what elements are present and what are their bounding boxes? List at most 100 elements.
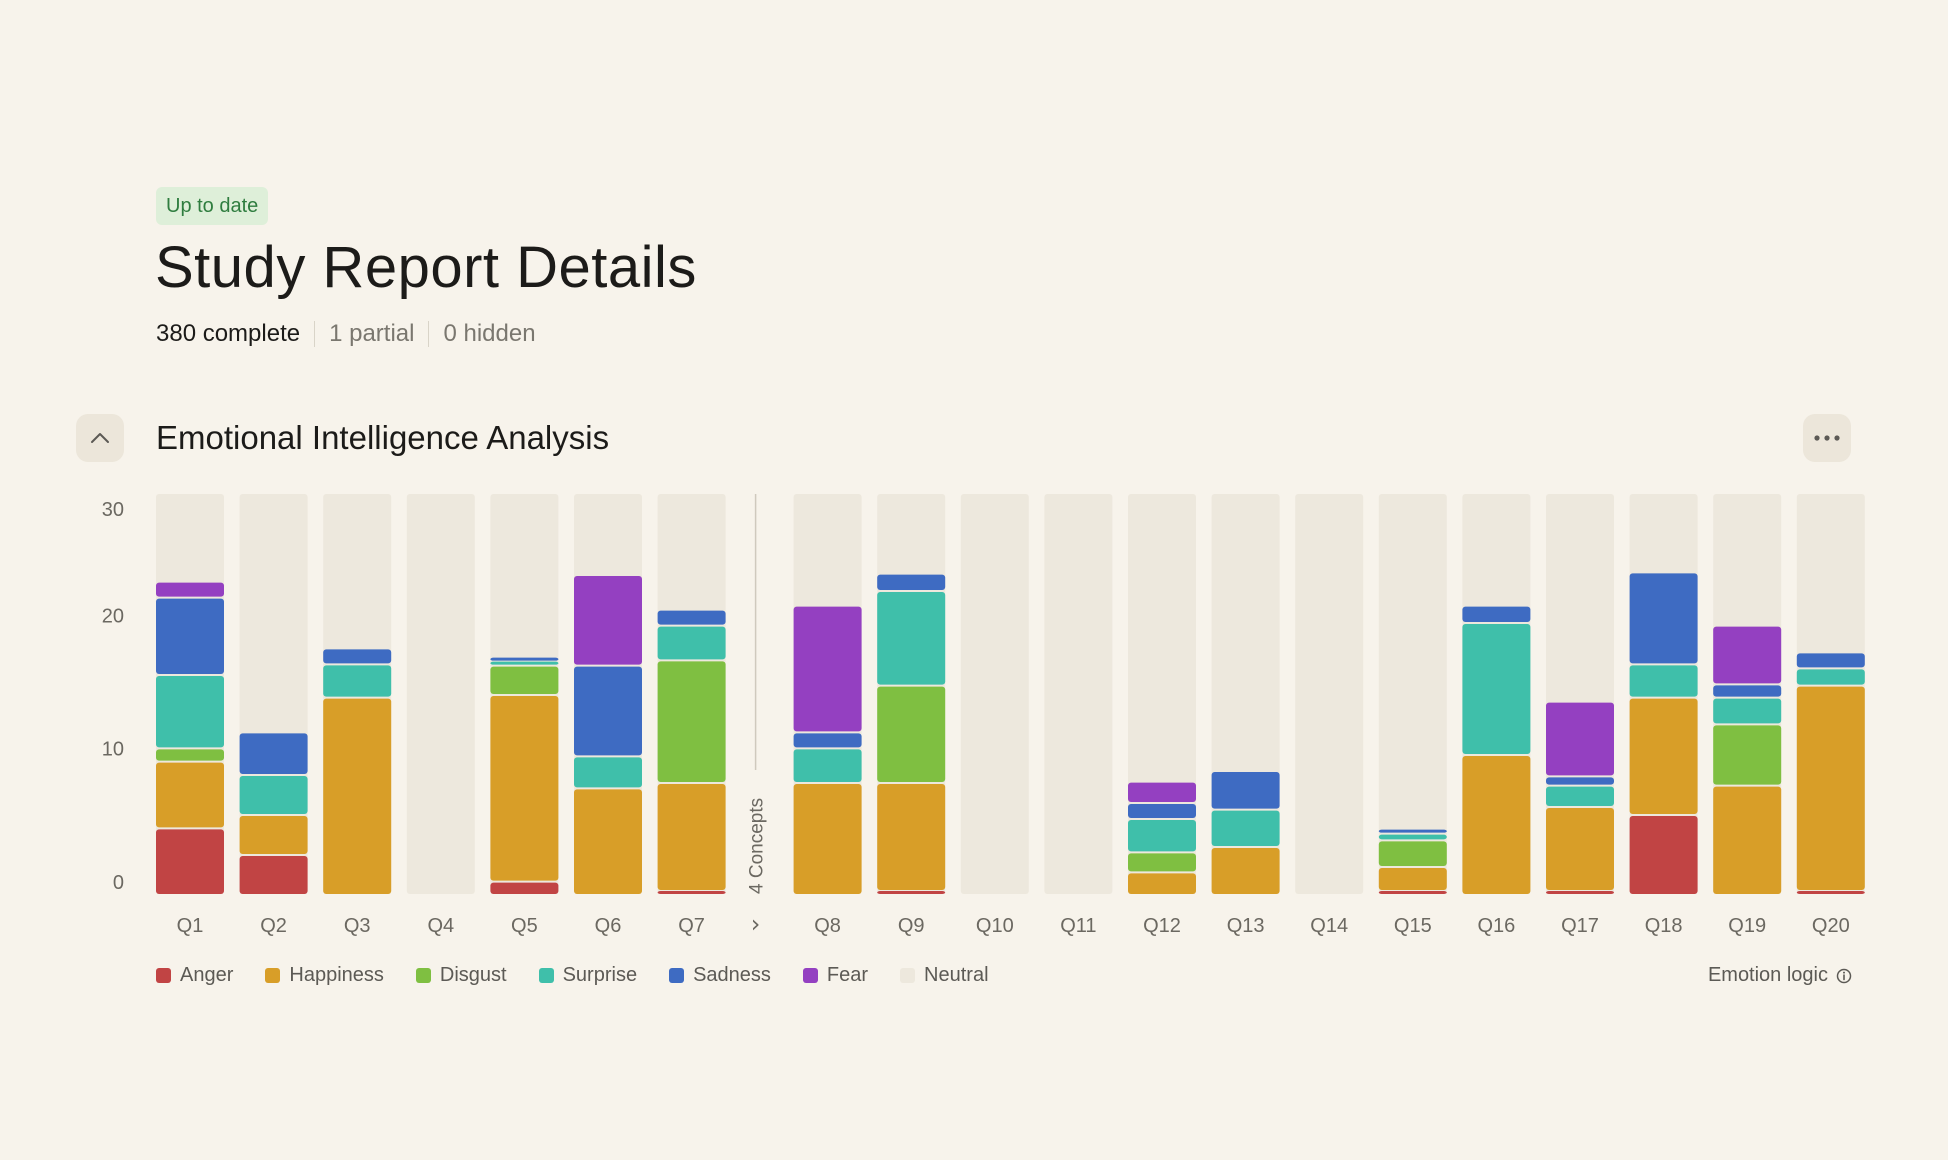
bar-segment-anger-q15 — [1378, 891, 1447, 894]
stats-divider — [428, 321, 430, 347]
bar-segment-surprise-q20 — [1796, 669, 1865, 685]
bar-segment-disgust-q1 — [156, 749, 224, 761]
bar-segment-anger-q2 — [239, 856, 308, 894]
bar-segment-anger-q17 — [1546, 891, 1614, 894]
bar-segment-surprise-q5 — [490, 661, 559, 665]
legend-label: Anger — [180, 964, 234, 986]
x-tick-label: Q10 — [976, 915, 1014, 937]
legend-item-sadness: Sadness — [669, 964, 771, 987]
legend-item-happiness: Happiness — [265, 964, 384, 987]
emotion-logic-link[interactable]: Emotion logic — [1708, 964, 1852, 987]
x-tick-label: Q7 — [678, 915, 705, 937]
partial-count: 1 partial — [329, 320, 415, 347]
legend-swatch — [538, 968, 554, 983]
x-tick-label: Q6 — [595, 915, 622, 937]
bar-segment-disgust-q12 — [1128, 853, 1196, 872]
info-icon — [1836, 968, 1852, 983]
legend-label: Disgust — [439, 964, 507, 986]
bar-segment-fear-q12 — [1128, 782, 1196, 802]
legend-label: Happiness — [289, 964, 384, 986]
concepts-divider-label: 4 Concepts — [747, 798, 768, 894]
x-tick-label: Q19 — [1728, 915, 1766, 937]
chart-legend: Anger Happiness Disgust Surprise Sadness Fear… — [156, 964, 1021, 987]
bar-segment-surprise-q17 — [1546, 786, 1614, 806]
bar-segment-anger-q1 — [156, 829, 224, 894]
bar-segment-sadness-q9 — [877, 574, 946, 590]
bar-segment-happiness-q19 — [1713, 786, 1782, 894]
x-tick-label: Q14 — [1310, 915, 1348, 937]
complete-count: 380 complete — [156, 320, 301, 347]
bar-segment-happiness-q1 — [156, 762, 224, 828]
bar-segment-sadness-q13 — [1211, 772, 1280, 809]
legend-swatch — [900, 968, 916, 983]
bar-segment-happiness-q17 — [1546, 808, 1614, 890]
bar-segment-sadness-q3 — [323, 649, 392, 664]
legend-item-fear: Fear — [802, 964, 869, 987]
x-tick-label: Q15 — [1394, 915, 1432, 937]
x-tick-label: Q20 — [1812, 915, 1850, 937]
more-options-button[interactable] — [1803, 414, 1851, 462]
x-tick-label: Q3 — [344, 915, 371, 937]
bar-segment-disgust-q9 — [877, 686, 946, 782]
legend-label: Sadness — [693, 964, 771, 986]
x-tick-label: Q2 — [260, 915, 287, 937]
bar-segment-disgust-q7 — [657, 661, 726, 782]
status-badge: Up to date — [156, 187, 269, 225]
bar-segment-disgust-q19 — [1713, 725, 1782, 785]
concepts-chevron-icon: › — [751, 910, 761, 938]
bar-segment-sadness-q5 — [490, 657, 559, 661]
bar-segment-fear-q17 — [1546, 702, 1614, 776]
emotion-logic-label: Emotion logic — [1707, 964, 1828, 986]
bar-segment-sadness-q15 — [1378, 829, 1447, 833]
bar-segment-happiness-q20 — [1796, 686, 1865, 890]
y-tick-label: 0 — [113, 872, 124, 894]
legend-swatch — [669, 968, 685, 983]
bar-segment-anger-q5 — [490, 882, 559, 894]
bar-neutral-q10 — [960, 494, 1029, 894]
bar-segment-happiness-q3 — [323, 698, 392, 894]
bar-segment-surprise-q15 — [1378, 834, 1447, 840]
bar-segment-sadness-q8 — [793, 733, 862, 748]
stats-divider — [314, 321, 316, 347]
bar-segment-happiness-q9 — [877, 784, 946, 890]
legend-label: Fear — [826, 964, 869, 986]
collapse-section-button[interactable] — [76, 414, 124, 462]
bar-segment-sadness-q16 — [1462, 606, 1531, 622]
legend-item-disgust: Disgust — [415, 964, 507, 987]
bar-neutral-q14 — [1295, 494, 1364, 894]
bar-segment-sadness-q17 — [1546, 777, 1614, 785]
bar-segment-disgust-q5 — [490, 666, 559, 694]
bar-segment-surprise-q7 — [657, 626, 726, 660]
bar-segment-anger-q20 — [1796, 891, 1865, 894]
bar-segment-happiness-q12 — [1128, 873, 1196, 894]
x-tick-label: Q13 — [1227, 915, 1265, 937]
x-tick-label: Q8 — [814, 915, 841, 937]
bar-segment-happiness-q2 — [239, 816, 308, 854]
bar-segment-fear-q6 — [574, 576, 642, 665]
bar-segment-anger-q9 — [877, 891, 946, 894]
bar-segment-surprise-q18 — [1629, 665, 1698, 697]
bar-segment-happiness-q7 — [657, 784, 726, 890]
legend-item-neutral: Neutral — [900, 964, 989, 987]
bar-segment-sadness-q7 — [657, 610, 726, 625]
y-tick-label: 20 — [102, 605, 124, 627]
bar-segment-sadness-q1 — [156, 598, 224, 674]
x-tick-label: Q17 — [1561, 915, 1599, 937]
y-tick-label: 10 — [102, 739, 124, 761]
legend-item-anger: Anger — [156, 964, 233, 987]
x-tick-label: Q5 — [511, 915, 538, 937]
x-tick-label: Q12 — [1143, 915, 1181, 937]
bar-segment-fear-q19 — [1713, 626, 1782, 684]
bar-segment-sadness-q18 — [1629, 573, 1698, 664]
legend-swatch — [802, 968, 818, 983]
bar-segment-surprise-q8 — [793, 749, 862, 782]
x-tick-label: Q18 — [1645, 915, 1683, 937]
more-horizontal-icon — [1814, 435, 1840, 441]
chevron-up-icon — [91, 433, 109, 443]
response-stats: 380 complete 1 partial 0 hidden — [156, 318, 536, 350]
bar-segment-anger-q7 — [657, 891, 726, 894]
bar-segment-happiness-q15 — [1378, 868, 1447, 890]
bar-segment-sadness-q6 — [574, 666, 642, 756]
bar-segment-happiness-q5 — [490, 696, 559, 881]
